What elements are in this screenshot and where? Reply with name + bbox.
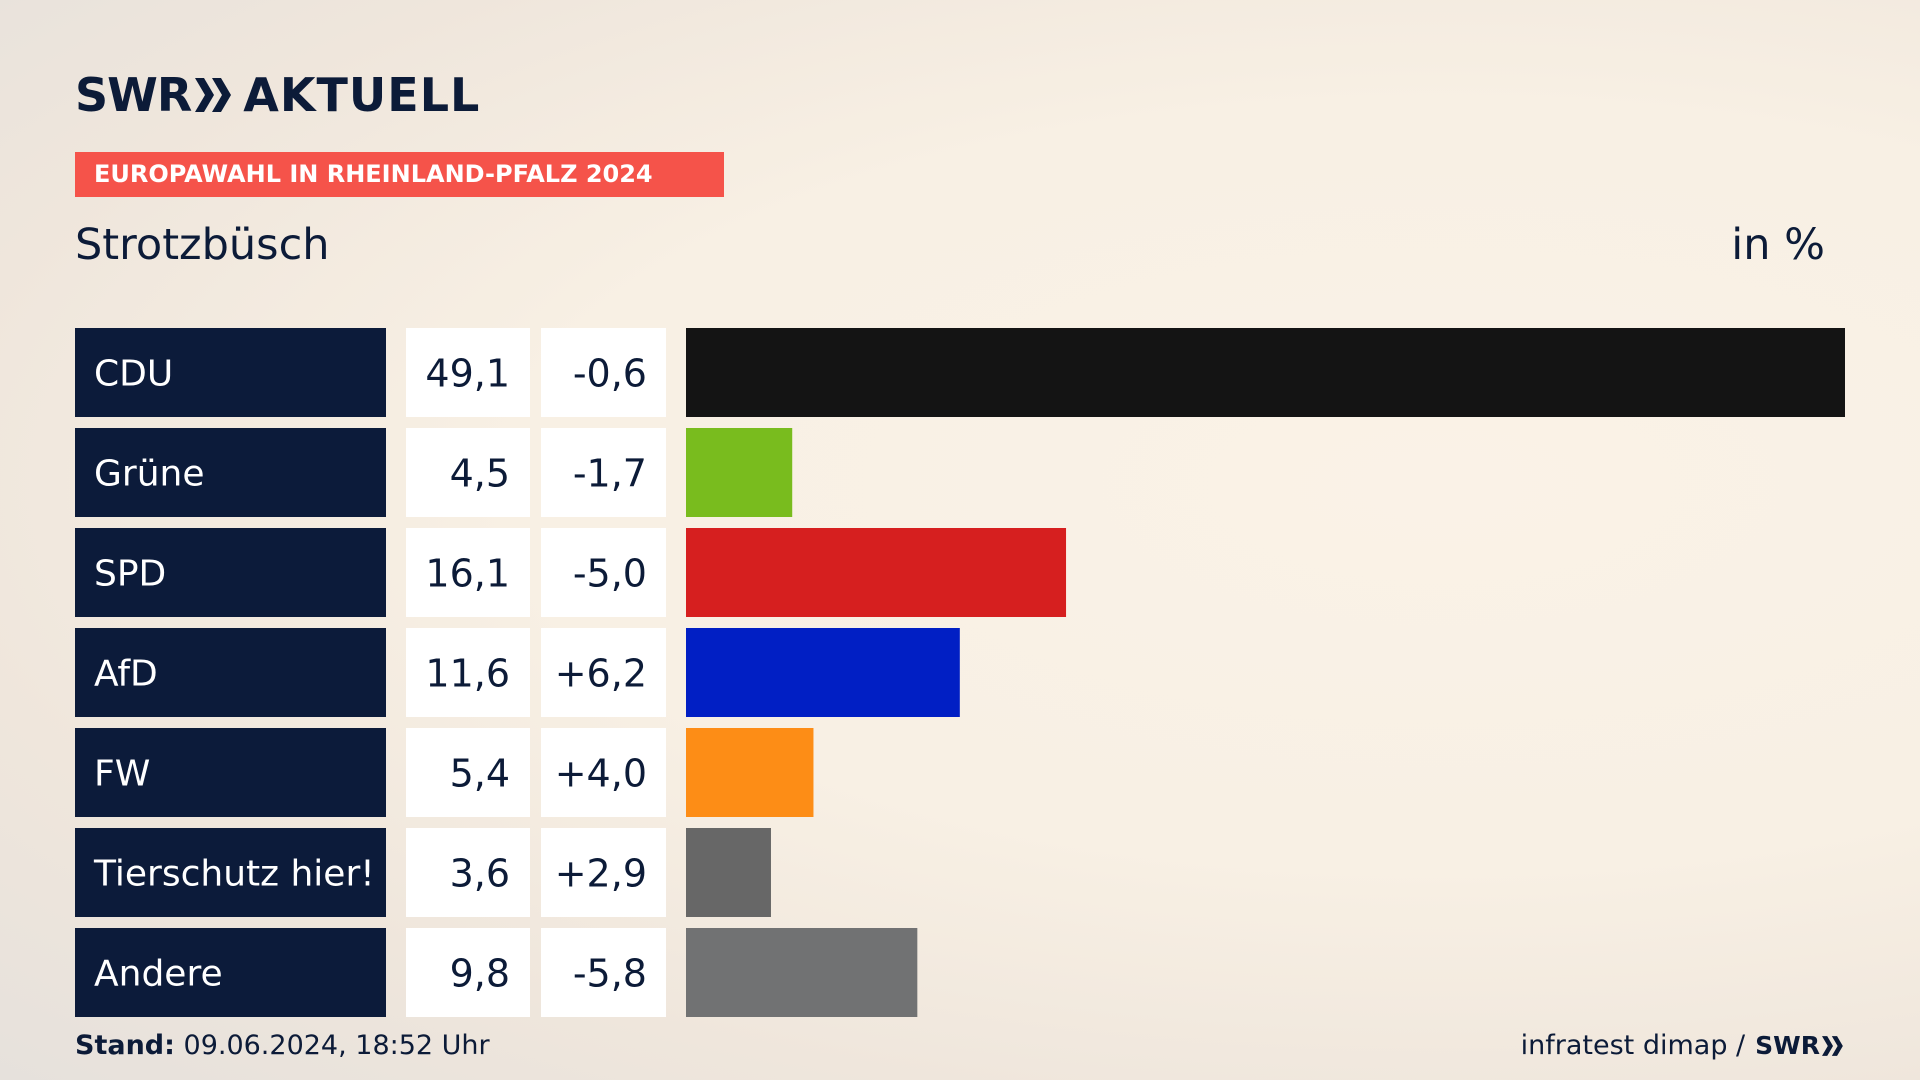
bar-tierschutz-hier [686,828,771,917]
change-label-cdu: -0,6 [573,352,647,396]
bar-gr-ne [686,428,793,517]
source-text: infratest dimap / [1520,1030,1746,1061]
value-box-cdu [406,328,530,417]
bar-afd [686,628,960,717]
small-logo-text: SWR [1755,1031,1820,1060]
change-box-afd [541,628,666,717]
place-title: Strotzbüsch [75,220,330,270]
change-box-andere [541,928,666,1017]
value-box-afd [406,628,530,717]
timestamp-footer: Stand: 09.06.2024, 18:52 Uhr [75,1030,490,1061]
bar-fw [686,728,814,817]
change-box-cdu [541,328,666,417]
value-label-spd: 16,1 [425,552,510,596]
change-box-gr-ne [541,428,666,517]
party-label-box-fw [75,728,386,817]
change-label-tierschutz-hier: +2,9 [555,852,647,896]
logo-aktuell-text: AKTUELL [243,68,481,122]
party-label-gr-ne: Grüne [94,454,204,495]
stand-value: 09.06.2024, 18:52 Uhr [183,1030,490,1061]
party-label-box-afd [75,628,386,717]
double-chevron-icon [195,78,233,112]
bar-andere [686,928,918,1017]
value-box-gr-ne [406,428,530,517]
value-label-fw: 5,4 [450,752,510,796]
party-label-box-andere [75,928,386,1017]
value-box-andere [406,928,530,1017]
value-box-fw [406,728,530,817]
party-label-box-gr-ne [75,428,386,517]
change-box-spd [541,528,666,617]
logo-swr-text: SWR [75,68,192,122]
party-label-box-tierschutz-hier [75,828,386,917]
party-label-cdu: CDU [94,354,173,395]
party-label-box-spd [75,528,386,617]
source-footer: infratest dimap / SWR [1521,1030,1844,1061]
party-label-andere: Andere [94,954,223,995]
value-label-cdu: 49,1 [425,352,510,396]
change-label-afd: +6,2 [555,652,647,696]
value-label-tierschutz-hier: 3,6 [450,852,510,896]
change-box-tierschutz-hier [541,828,666,917]
party-label-tierschutz-hier: Tierschutz hier! [93,854,375,895]
swr-small-logo: SWR [1755,1031,1844,1060]
change-label-spd: -5,0 [573,552,647,596]
value-box-tierschutz-hier [406,828,530,917]
value-label-andere: 9,8 [450,952,510,996]
election-tag: EUROPAWAHL IN RHEINLAND-PFALZ 2024 [75,152,724,197]
small-double-chevron-icon [1822,1035,1843,1056]
unit-label: in % [1731,220,1825,270]
bar-cdu [686,328,1845,417]
bar-spd [686,528,1067,617]
party-label-afd: AfD [94,654,158,695]
change-label-gr-ne: -1,7 [573,452,647,496]
swr-aktuell-logo: SWR AKTUELL [75,68,480,122]
value-label-gr-ne: 4,5 [450,452,510,496]
change-label-fw: +4,0 [555,752,647,796]
change-label-andere: -5,8 [573,952,647,996]
stand-label: Stand: [75,1030,175,1061]
party-label-spd: SPD [94,554,166,595]
value-label-afd: 11,6 [425,652,510,696]
change-box-fw [541,728,666,817]
value-box-spd [406,528,530,617]
party-label-box-cdu [75,328,386,417]
party-label-fw: FW [94,754,150,795]
